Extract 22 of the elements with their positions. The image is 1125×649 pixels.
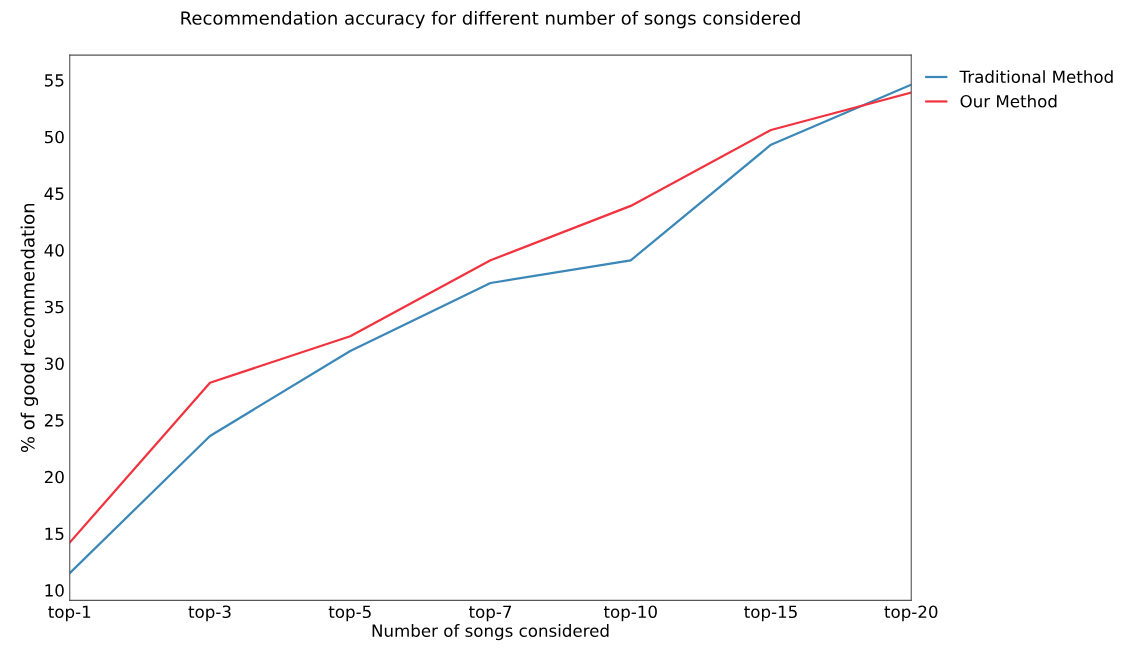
legend-label: Our Method — [960, 94, 1057, 108]
x-tick-label: top-15 — [744, 605, 797, 622]
y-axis-title: % of good recommendation — [20, 203, 39, 453]
y-tick-label: 40 — [44, 244, 64, 257]
y-tick-label: 50 — [44, 130, 64, 144]
y-tick-label: 55 — [44, 74, 64, 87]
x-tick-label: top-10 — [603, 605, 657, 622]
x-tick-label: top-1 — [48, 605, 91, 622]
y-tick-label: 20 — [44, 470, 64, 484]
x-tick-label: top-20 — [884, 605, 938, 622]
x-axis-title: Number of songs considered — [372, 624, 609, 641]
x-tick-label: top-7 — [468, 605, 512, 622]
y-tick-label: 35 — [44, 300, 64, 314]
y-tick-label: 10 — [45, 584, 64, 597]
chart-title: Recommendation accuracy for different number of songs considered — [181, 10, 800, 29]
y-tick-label: 25 — [44, 414, 64, 427]
y-tick-label: 45 — [44, 187, 64, 201]
y-tick-label: 15 — [45, 527, 64, 541]
legend-label: Traditional Method — [959, 70, 1113, 84]
y-tick-label: 30 — [44, 357, 64, 371]
x-tick-label: top-3 — [188, 605, 231, 622]
x-tick-label: top-5 — [328, 605, 371, 622]
